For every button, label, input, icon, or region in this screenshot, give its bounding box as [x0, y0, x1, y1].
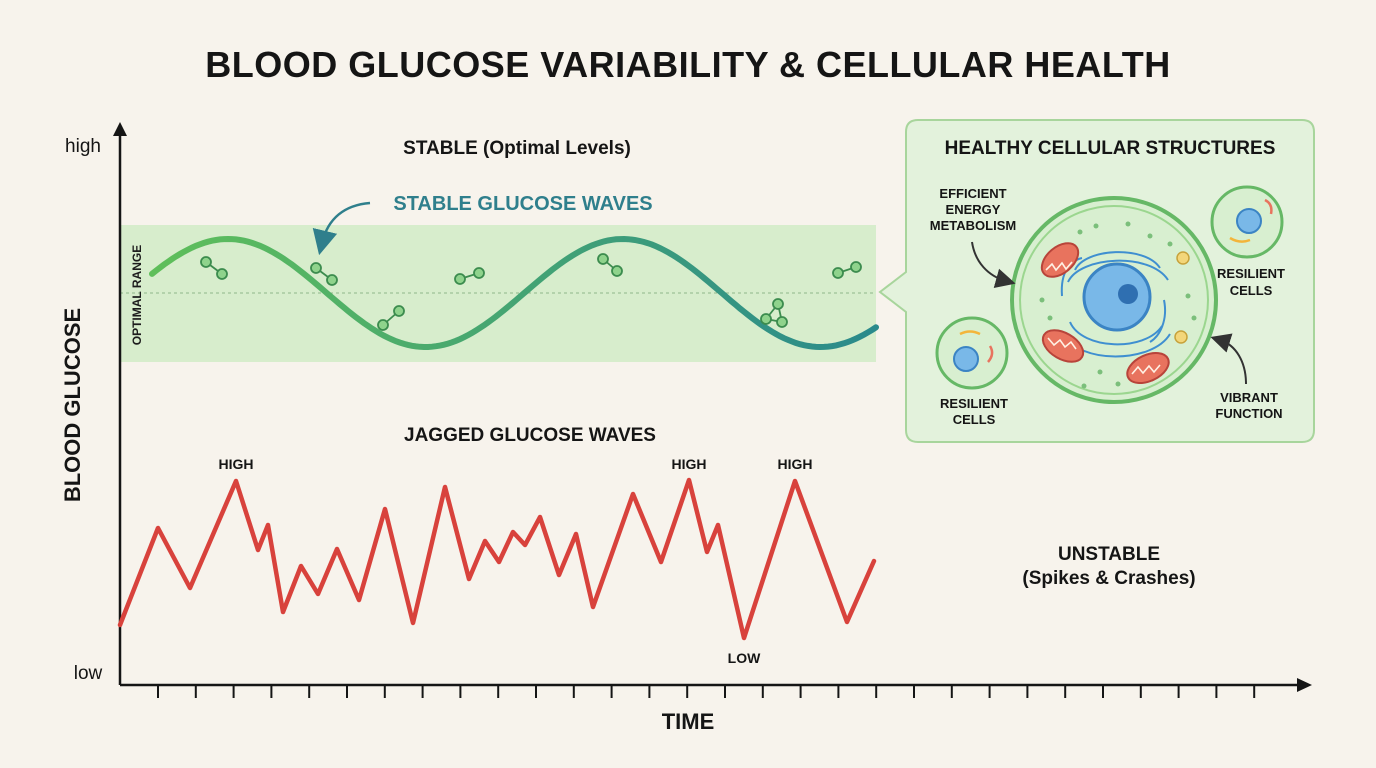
stable-glucose-wave: [149, 235, 879, 351]
small-cell-illustration: [935, 316, 1009, 390]
stable-wave-label: STABLE GLUCOSE WAVES: [393, 193, 652, 215]
peak-label-high: HIGH: [672, 456, 707, 472]
efficient-label-arrow: [971, 241, 1016, 288]
jagged-heading: JAGGED GLUCOSE WAVES: [404, 425, 656, 446]
resilient-top-line1: RESILIENT: [1217, 266, 1285, 281]
x-axis-ticks: [157, 685, 1256, 698]
glucose-molecule: [597, 253, 623, 277]
diagram-title: BLOOD GLUCOSE VARIABILITY & CELLULAR HEA…: [205, 44, 1171, 85]
vibrant-label-arrow: [1210, 333, 1247, 385]
mitochondria-icon: [1041, 329, 1085, 363]
mitochondria-icon: [1040, 242, 1080, 278]
y-high-label: high: [65, 136, 101, 157]
resilient-bottom-line1: RESILIENT: [940, 396, 1008, 411]
small-cell-illustration: [1210, 185, 1284, 259]
glucose-molecule: [832, 261, 862, 279]
efficient-label-line3: METABOLISM: [930, 218, 1016, 233]
glucose-molecule: [377, 305, 405, 331]
peak-label-high: HIGH: [778, 456, 813, 472]
y-axis-arrowhead: [113, 122, 127, 136]
y-axis-title: BLOOD GLUCOSE: [60, 308, 85, 502]
jagged-glucose-wave: [117, 477, 877, 641]
glucose-molecule: [310, 262, 338, 286]
trough-label-low: LOW: [728, 650, 761, 666]
efficient-label-line1: EFFICIENT: [939, 186, 1006, 201]
y-low-label: low: [74, 663, 103, 684]
efficient-label-line2: ENERGY: [946, 202, 1001, 217]
vibrant-label-line1: VIBRANT: [1220, 390, 1278, 405]
x-axis-title: TIME: [662, 709, 715, 734]
x-axis-arrowhead: [1297, 678, 1312, 692]
unstable-status-line2: (Spikes & Crashes): [1022, 568, 1195, 589]
nucleus-icon: [1082, 262, 1152, 332]
glucose-molecule: [200, 256, 228, 280]
main-cell-illustration: [1010, 196, 1218, 404]
glucose-molecule: [454, 267, 485, 285]
peak-label-high: HIGH: [219, 456, 254, 472]
mitochondria-icon: [1126, 351, 1170, 385]
unstable-status-line1: UNSTABLE: [1058, 544, 1160, 565]
optimal-range-label: OPTIMAL RANGE: [130, 245, 144, 345]
resilient-bottom-line2: CELLS: [953, 412, 996, 427]
glucose-molecule: [760, 298, 788, 328]
cell-panel-title: HEALTHY CELLULAR STRUCTURES: [945, 138, 1276, 159]
vibrant-label-line2: FUNCTION: [1215, 406, 1282, 421]
stable-heading: STABLE (Optimal Levels): [403, 138, 631, 159]
stable-wave-label-arrow: [312, 201, 371, 256]
resilient-top-line2: CELLS: [1230, 283, 1273, 298]
